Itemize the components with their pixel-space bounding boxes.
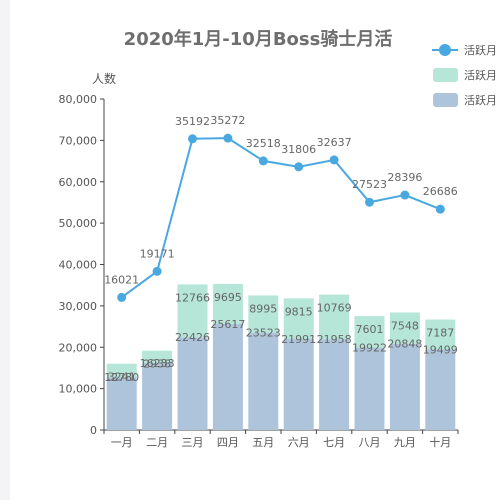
line-point xyxy=(435,204,445,214)
x-axis: 一月 二月 三月 四月 五月 六月 七月 八月 九月 十月 xyxy=(103,429,459,449)
x-tick-label: 八月 xyxy=(359,436,381,449)
bar-top-segment xyxy=(177,284,208,338)
bar-top-label: 3241 xyxy=(108,371,136,384)
bar-bottom-label: 25617 xyxy=(210,318,245,331)
y-tick-label: 20,000 xyxy=(59,341,98,354)
line-point-label: 32637 xyxy=(317,136,352,149)
line-point-label: 28396 xyxy=(387,171,422,184)
line-point xyxy=(258,156,268,166)
line-point xyxy=(188,134,197,144)
bar-bottom-segment xyxy=(142,362,173,430)
y-tick-label: 80,000 xyxy=(59,93,98,106)
left-edge-strip xyxy=(0,0,10,500)
bar-bottom-segment xyxy=(319,339,350,430)
bar-top-segment xyxy=(248,295,279,333)
bar-top-segment xyxy=(142,350,173,363)
bar-bottom-label: 21991 xyxy=(281,333,316,346)
bar-top-segment xyxy=(319,294,350,340)
bar-top-segment xyxy=(354,316,385,348)
legend-bar-swatch xyxy=(433,68,458,82)
y-tick-label: 10,000 xyxy=(59,383,98,396)
bar-top-label: 10769 xyxy=(317,302,352,315)
line-point-label: 31806 xyxy=(281,143,316,156)
line-point-label: 35192 xyxy=(175,115,210,128)
bar-bottom-segment xyxy=(354,347,385,430)
bar-bottom-label: 20848 xyxy=(387,338,422,351)
line-point xyxy=(400,190,410,200)
line-point-label: 16021 xyxy=(104,273,139,286)
x-tick-label: 五月 xyxy=(252,436,274,449)
bar-bottom-label: 19922 xyxy=(352,342,387,355)
line-point xyxy=(365,197,374,207)
bar-top-label: 7601 xyxy=(356,323,384,336)
x-tick-label: 四月 xyxy=(217,436,239,449)
y-tick-label: 50,000 xyxy=(59,217,98,230)
legend-line-marker xyxy=(439,44,451,56)
line-point-label: 26686 xyxy=(423,185,458,198)
line-point xyxy=(223,133,233,143)
bar-bottom-segment xyxy=(212,324,243,430)
line-point xyxy=(294,162,304,172)
bar-top-segment xyxy=(106,363,137,378)
bar-bottom-segment xyxy=(425,349,456,430)
bar-top-label: 7548 xyxy=(391,320,419,333)
bar-top-label: 2938 xyxy=(143,358,171,371)
x-tick-label: 六月 xyxy=(288,436,310,449)
x-tick-label: 二月 xyxy=(146,436,168,449)
x-tick-label: 九月 xyxy=(394,436,416,449)
bar-top-label: 12766 xyxy=(175,291,210,304)
bar-top-segment xyxy=(212,283,243,325)
bar-bottom-label: 21958 xyxy=(317,333,352,346)
bar-bottom-segment xyxy=(389,343,420,430)
bar-top-label: 9695 xyxy=(214,291,242,304)
line-point-label: 19171 xyxy=(140,247,175,260)
legend-label: 活跃月 xyxy=(464,93,497,107)
legend-label: 活跃月 xyxy=(464,43,497,57)
legend-label: 活跃月 xyxy=(464,68,497,82)
line-point-label: 35272 xyxy=(210,114,245,127)
x-tick-label: 十月 xyxy=(429,435,451,449)
bar-bottom-label: 12780 xyxy=(104,371,139,384)
line-point xyxy=(329,155,339,165)
bar-bottom-label: 19499 xyxy=(423,343,458,356)
y-tick-label: 60,000 xyxy=(59,176,98,189)
x-tick-label: 一月 xyxy=(111,436,133,449)
y-tick-label: 70,000 xyxy=(59,134,98,147)
legend-bar-swatch xyxy=(433,93,458,107)
bar-bottom-segment xyxy=(248,332,279,430)
line-point-label: 27523 xyxy=(352,178,387,191)
bar-top-segment xyxy=(283,298,314,340)
chart-title: 2020年1月-10月Boss骑士月活 xyxy=(124,28,393,50)
line-point-label: 32518 xyxy=(246,137,281,150)
bar-bottom-label: 23523 xyxy=(246,327,281,340)
bar-bottom-label: 22426 xyxy=(175,331,210,344)
x-tick-label: 七月 xyxy=(323,436,345,449)
bar-top-label: 9815 xyxy=(285,305,313,318)
y-tick-label: 30,000 xyxy=(59,300,98,313)
y-axis-label: 人数 xyxy=(92,71,116,86)
bar-bottom-segment xyxy=(283,339,314,430)
line-series xyxy=(117,133,445,302)
line-path xyxy=(121,137,441,299)
bar-bottom-label: 16233 xyxy=(140,357,175,370)
bar-top-label: 8995 xyxy=(249,302,277,315)
x-tick-label: 三月 xyxy=(182,436,204,449)
line-point xyxy=(117,292,127,302)
bar-bottom-segment xyxy=(106,377,137,430)
bar-bottom-segment xyxy=(177,337,208,430)
y-axis: 0 10,000 20,000 30,000 40,000 50,000 60,000 70,… xyxy=(59,93,105,437)
bars xyxy=(106,283,456,430)
bar-top-segment xyxy=(425,319,456,350)
bar-top-segment xyxy=(389,312,420,344)
y-tick-label: 0 xyxy=(90,424,97,437)
bar-top-label: 7187 xyxy=(426,327,454,340)
y-tick-label: 40,000 xyxy=(59,259,98,272)
line-point xyxy=(152,266,162,276)
